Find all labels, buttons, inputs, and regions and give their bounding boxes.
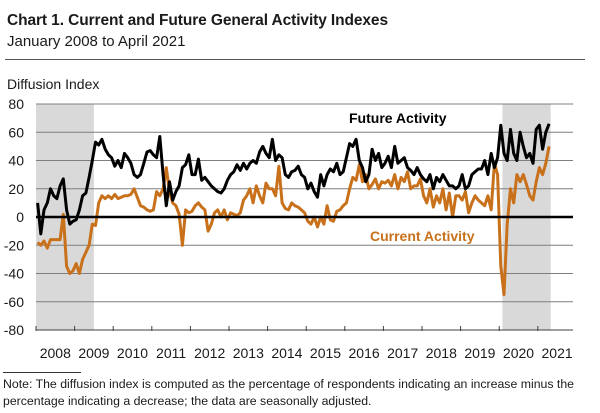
x-tick-label: 2008 bbox=[40, 345, 71, 361]
y-tick-label: -40 bbox=[4, 266, 24, 282]
current-activity-label: Current Activity bbox=[370, 228, 475, 244]
x-tick-label: 2021 bbox=[542, 345, 573, 361]
y-tick-label: 20 bbox=[8, 181, 24, 197]
y-tick-label: 60 bbox=[8, 124, 24, 140]
chart-title: Chart 1. Current and Future General Acti… bbox=[7, 12, 388, 29]
x-tick-label: 2011 bbox=[156, 345, 186, 361]
x-tick-label: 2016 bbox=[349, 345, 380, 361]
chart-subtitle: January 2008 to April 2021 bbox=[7, 33, 186, 50]
x-tick-label: 2015 bbox=[310, 345, 341, 361]
x-tick-label: 2013 bbox=[233, 345, 264, 361]
current-activity-line bbox=[36, 146, 551, 297]
x-tick-label: 2018 bbox=[426, 345, 457, 361]
x-tick-label: 2009 bbox=[78, 345, 109, 361]
future-activity-line bbox=[36, 123, 551, 236]
x-tick-label: 2012 bbox=[194, 345, 225, 361]
x-tick-label: 2019 bbox=[464, 345, 495, 361]
y-tick-label: 0 bbox=[16, 209, 24, 225]
y-tick-label: 80 bbox=[8, 96, 24, 112]
x-tick-label: 2010 bbox=[117, 345, 148, 361]
note-divider bbox=[3, 372, 81, 373]
future-activity-label: Future Activity bbox=[349, 110, 447, 126]
title-divider bbox=[5, 59, 585, 60]
y-axis-label: Diffusion Index bbox=[7, 76, 100, 92]
y-tick-label: -80 bbox=[4, 322, 24, 338]
x-tick-label: 2017 bbox=[387, 345, 418, 361]
y-tick-label: 40 bbox=[8, 153, 24, 169]
chart-note: Note: The diffusion index is computed as… bbox=[3, 377, 575, 408]
x-tick-label: 2020 bbox=[503, 345, 534, 361]
y-tick-label: -20 bbox=[4, 237, 24, 253]
y-tick-label: -60 bbox=[4, 294, 24, 310]
x-tick-label: 2014 bbox=[271, 345, 302, 361]
